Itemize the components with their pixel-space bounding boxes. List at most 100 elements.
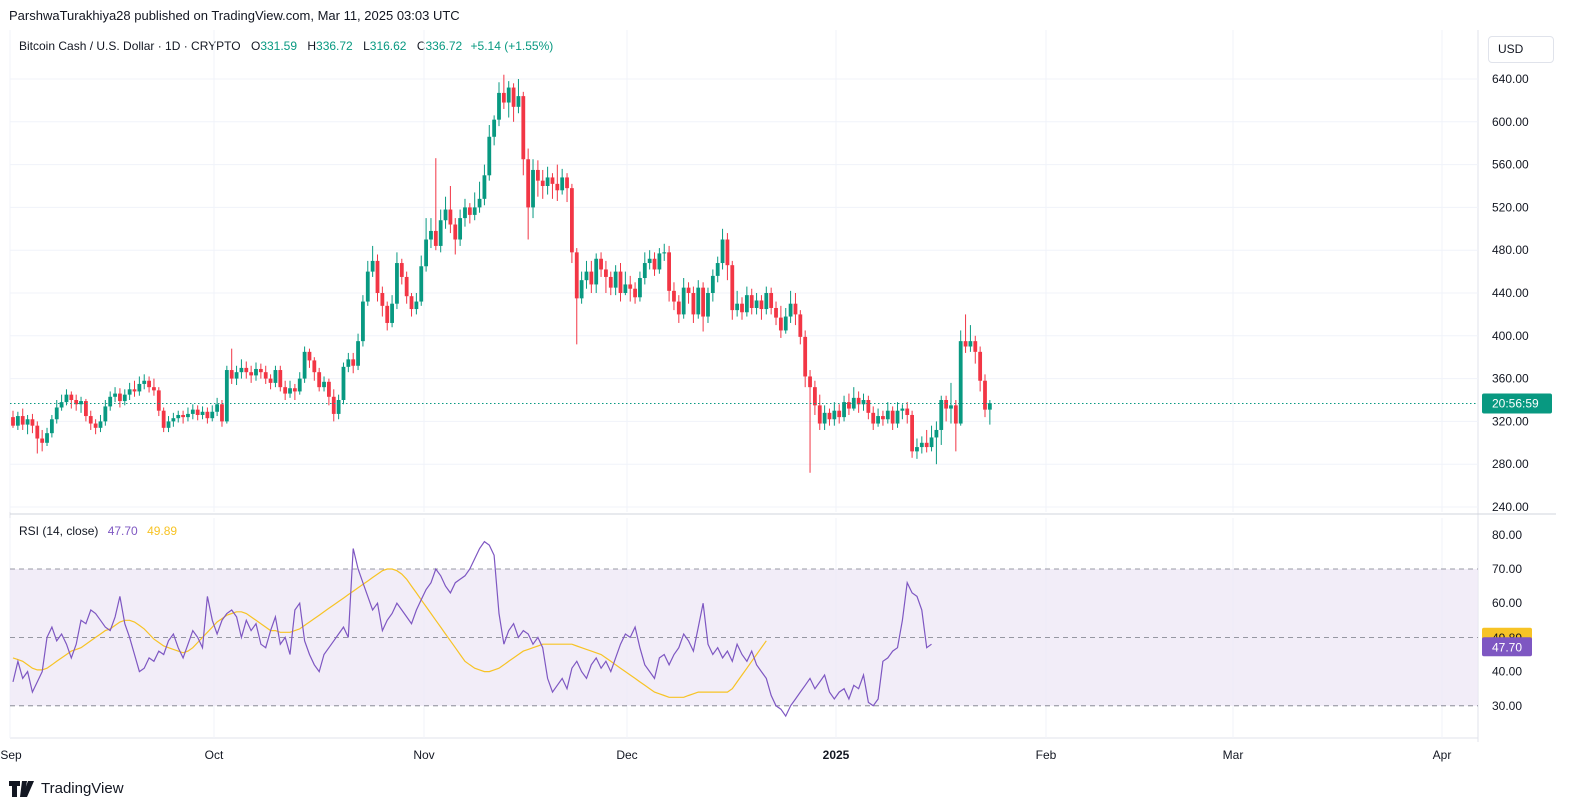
- candle-body: [501, 92, 506, 103]
- candle-body: [535, 169, 540, 181]
- candle-body: [506, 87, 511, 103]
- price-tick-label: 240.00: [1492, 500, 1529, 514]
- candle-body: [69, 394, 74, 400]
- candle-body: [429, 230, 433, 240]
- price-tick-label: 280.00: [1492, 457, 1529, 471]
- tradingview-logo-icon: [9, 780, 34, 797]
- candle-body: [448, 209, 453, 225]
- rsi-title[interactable]: RSI (14, close): [19, 524, 99, 538]
- footer-brand[interactable]: TradingView: [41, 780, 124, 797]
- candle-body: [190, 409, 195, 414]
- candle-body: [686, 287, 691, 293]
- candle-body: [696, 287, 701, 315]
- price-tick-label: 640.00: [1492, 72, 1529, 86]
- candle-body: [822, 412, 827, 424]
- candle-body: [963, 341, 968, 347]
- candle-body: [856, 397, 861, 405]
- candle-body: [370, 260, 375, 272]
- candle-body: [613, 271, 618, 288]
- candle-body: [545, 177, 550, 186]
- candle-body: [327, 381, 331, 397]
- candle-body: [365, 271, 370, 302]
- rsi-legend: RSI (14, close) 47.70 49.89: [19, 524, 177, 538]
- candle-body: [958, 341, 963, 424]
- candle-body: [424, 239, 428, 267]
- candle-body: [127, 389, 132, 395]
- candle-body: [409, 296, 414, 310]
- candle-body: [526, 159, 531, 208]
- candle-body: [399, 263, 404, 277]
- candle-body: [361, 301, 365, 342]
- candle-body: [871, 412, 876, 424]
- rsi-ma-legend-value: 49.89: [147, 524, 178, 538]
- candle-body: [676, 301, 681, 315]
- candle-body: [103, 406, 108, 422]
- candle-body: [322, 381, 326, 388]
- candle-body: [662, 252, 667, 254]
- candle-body: [813, 387, 817, 406]
- rsi-tick-label: 30.00: [1492, 699, 1522, 713]
- symbol-name[interactable]: Bitcoin Cash / U.S. Dollar · 1D · CRYPTO: [19, 39, 241, 53]
- candle-body: [754, 300, 759, 308]
- candle-body: [380, 293, 385, 306]
- price-tick-label: 560.00: [1492, 158, 1529, 172]
- candle-body: [79, 401, 83, 405]
- axes: 640.00 600.00 560.00 520.00 480.00 440.00 400.…: [0, 72, 1552, 762]
- candle-body: [579, 280, 584, 299]
- time-tick-label: Nov: [413, 748, 434, 762]
- candle-body: [778, 317, 783, 331]
- rsi-tick-label: 40.00: [1492, 665, 1522, 679]
- candle-body: [84, 401, 88, 417]
- candle-body: [531, 169, 535, 208]
- candle-body: [375, 260, 380, 293]
- candle-body: [876, 416, 880, 424]
- candle-body: [584, 271, 589, 281]
- candle-body: [744, 295, 749, 313]
- countdown-badge: [1482, 393, 1552, 414]
- rsi-band: [10, 568, 1478, 707]
- candle-body: [258, 368, 263, 373]
- candle-body: [166, 421, 171, 428]
- candle-body: [735, 303, 740, 311]
- candle-body: [594, 258, 599, 285]
- candle-body: [929, 437, 934, 448]
- candle-body: [934, 429, 939, 438]
- candle-body: [589, 271, 594, 285]
- candle-body: [885, 410, 890, 420]
- candle-body: [817, 405, 822, 424]
- currency-button[interactable]: USD: [1488, 36, 1554, 63]
- candle-body: [118, 393, 122, 402]
- candle-body: [254, 368, 258, 376]
- candle-body: [283, 387, 288, 394]
- low-value: 316.62: [369, 39, 407, 53]
- candle-body: [205, 411, 210, 419]
- rsi-value-badge: [1482, 637, 1532, 657]
- candle-body: [516, 96, 521, 107]
- candle-body: [132, 389, 137, 392]
- candle-body: [973, 341, 978, 352]
- candle-body: [224, 370, 229, 422]
- candle-body: [511, 87, 516, 107]
- price-tick-label: 400.00: [1492, 329, 1529, 343]
- candle-body: [142, 380, 147, 384]
- candle-body: [900, 408, 905, 411]
- candle-body: [195, 409, 200, 415]
- candle-body: [978, 351, 983, 381]
- candle-body: [210, 411, 215, 419]
- candle-body: [297, 378, 302, 392]
- change-value: +5.14 (+1.55%): [470, 39, 554, 53]
- rsi-ma-line: [12, 568, 767, 698]
- rsi-lines: [12, 540, 932, 718]
- candle-body: [710, 275, 715, 293]
- rsi-legend-value: 47.70: [107, 524, 138, 538]
- candle-body: [706, 293, 710, 317]
- candle-body: [560, 177, 565, 191]
- candle-body: [181, 414, 185, 418]
- candle-body: [983, 380, 987, 410]
- candle-body: [433, 230, 438, 246]
- rsi-tick-label: 70.00: [1492, 562, 1522, 576]
- candle-body: [953, 405, 958, 424]
- candle-body: [861, 400, 866, 405]
- time-tick-label: Mar: [1223, 748, 1244, 762]
